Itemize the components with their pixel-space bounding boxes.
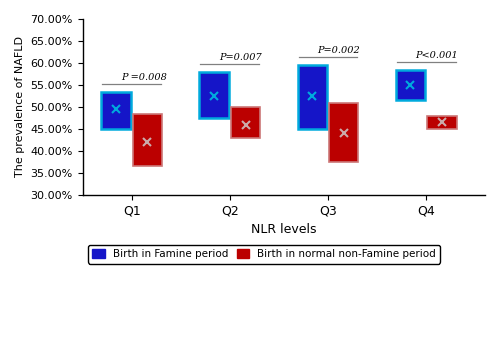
Text: P=0.002: P=0.002 bbox=[317, 47, 360, 55]
FancyBboxPatch shape bbox=[200, 72, 229, 118]
FancyBboxPatch shape bbox=[329, 103, 358, 162]
Legend: Birth in Famine period, Birth in normal non-Famine period: Birth in Famine period, Birth in normal … bbox=[88, 245, 441, 263]
Y-axis label: The prevalence of NAFLD: The prevalence of NAFLD bbox=[15, 37, 25, 178]
FancyBboxPatch shape bbox=[132, 114, 162, 166]
FancyBboxPatch shape bbox=[396, 70, 425, 100]
Text: P<0.001: P<0.001 bbox=[416, 51, 458, 60]
FancyBboxPatch shape bbox=[102, 92, 130, 129]
FancyBboxPatch shape bbox=[298, 65, 327, 129]
FancyBboxPatch shape bbox=[427, 116, 456, 129]
FancyBboxPatch shape bbox=[231, 107, 260, 138]
Text: P=0.007: P=0.007 bbox=[219, 53, 262, 62]
Text: P =0.008: P =0.008 bbox=[121, 73, 167, 82]
X-axis label: NLR levels: NLR levels bbox=[251, 223, 316, 236]
